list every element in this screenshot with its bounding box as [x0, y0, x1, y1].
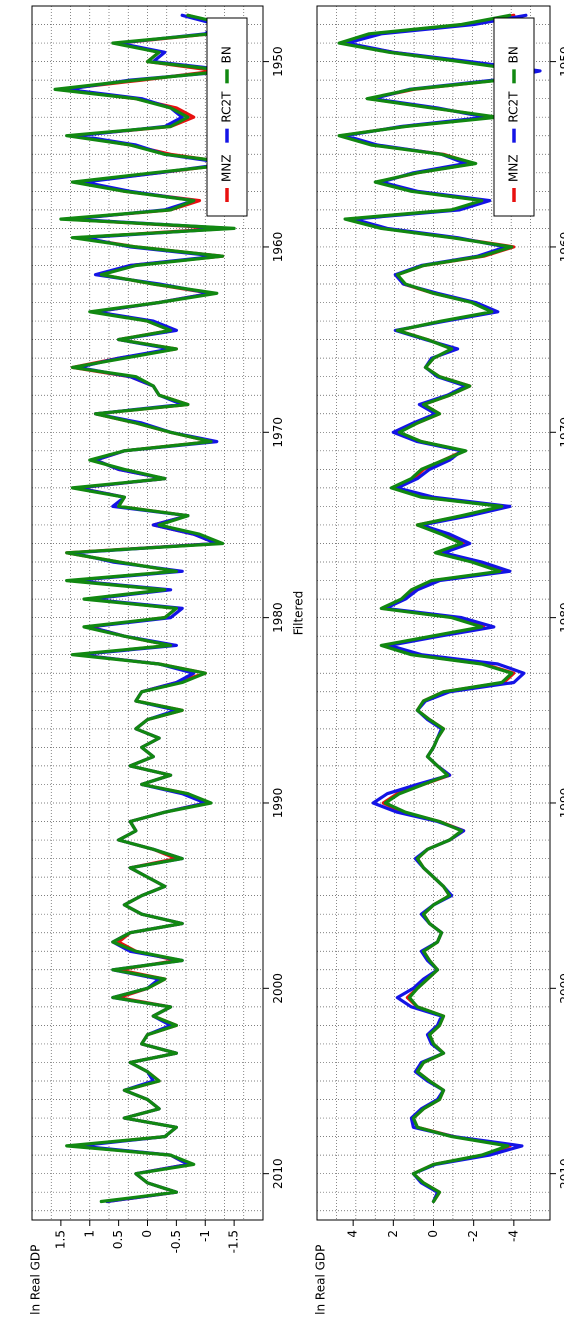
- y-tick-label: 1.5: [53, 1230, 67, 1249]
- y-tick-label: 2: [386, 1230, 400, 1238]
- x-tick-label: 2000: [558, 973, 564, 1004]
- legend-label-bn: BN: [220, 46, 234, 63]
- y-tick-label: 0: [426, 1230, 440, 1238]
- y-tick-label: -1.5: [227, 1230, 241, 1253]
- x-tick-label: 1960: [271, 232, 285, 263]
- legend: MNZ RC2T BN: [206, 17, 248, 217]
- chart-panel-filtered: 1950 1960 1970 1980 1990 2000 2010 1.5 1 0.5 0 -0.5…: [29, 5, 306, 1320]
- y-tick-label: -0.5: [169, 1230, 183, 1253]
- y-tick-label: 0: [140, 1230, 154, 1238]
- legend-box: [206, 17, 248, 217]
- x-axis-label: Filtered: [292, 591, 306, 635]
- x-tick-label: 1970: [271, 417, 285, 448]
- series-line-bn: [53, 13, 242, 1204]
- x-tick-label: 1970: [558, 417, 564, 448]
- x-tick-label: 1950: [271, 46, 285, 77]
- chart-panel-smoothed: 1950196019701980199020002010420-2-4Smoot…: [314, 5, 564, 1320]
- x-tick-label: 1990: [558, 788, 564, 819]
- legend-label-mnz: MNZ: [220, 154, 234, 182]
- legend-label-rc2t: RC2T: [220, 91, 234, 123]
- legend: MNZ RC2T BN: [493, 17, 535, 217]
- x-tick-label: 2010: [271, 1158, 285, 1189]
- legend-label-bn: BN: [507, 46, 521, 63]
- x-tick-label: 2000: [271, 973, 285, 1004]
- y-tick-label: -2: [466, 1230, 480, 1242]
- x-tick-label: 1960: [558, 232, 564, 263]
- x-tick-label: 1980: [271, 602, 285, 633]
- x-tick-label: 2010: [558, 1158, 564, 1189]
- y-axis-label: 100 × ln Real GDP: [29, 1245, 43, 1320]
- legend-label-rc2t: RC2T: [507, 91, 521, 123]
- y-tick-label: 0.5: [111, 1230, 125, 1249]
- x-tick-label: 1990: [271, 788, 285, 819]
- y-tick-label: -1: [198, 1230, 212, 1242]
- y-tick-label: -4: [506, 1230, 520, 1242]
- legend-box: [493, 17, 535, 217]
- series-line-bn: [337, 13, 528, 1204]
- legend-label-mnz: MNZ: [507, 154, 521, 182]
- x-tick-label: 1950: [558, 46, 564, 77]
- y-tick-label: 1: [82, 1230, 96, 1238]
- x-tick-label: 1980: [558, 602, 564, 633]
- y-axis-label: 100 × ln Real GDP: [314, 1245, 328, 1320]
- y-tick-label: 4: [346, 1230, 360, 1238]
